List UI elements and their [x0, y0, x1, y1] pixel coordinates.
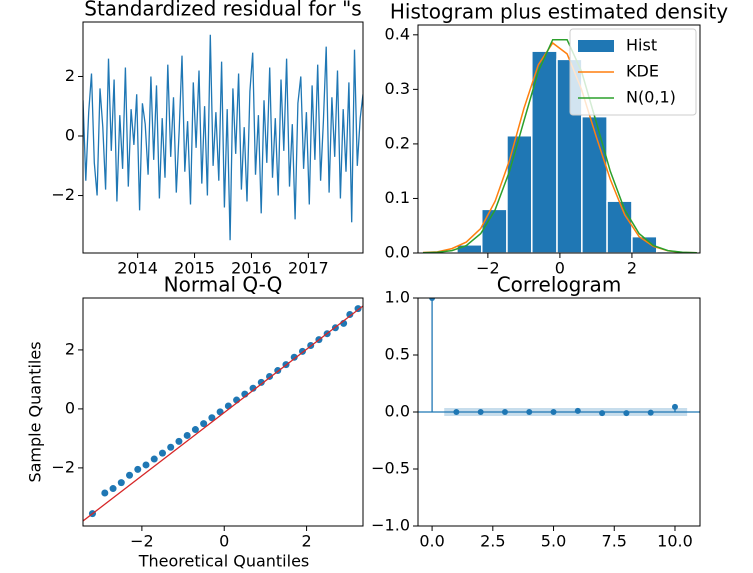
plot-area	[83, 34, 363, 241]
hist-bar	[531, 50, 558, 253]
acf-point	[453, 409, 460, 415]
x-tick-label: 2.5	[480, 532, 505, 551]
x-tick-label: 2016	[231, 259, 272, 278]
qq-point	[257, 378, 265, 386]
qq-point	[224, 402, 232, 410]
qq-point	[109, 485, 117, 493]
panel-title: Correlogram	[497, 273, 622, 297]
acf-point	[647, 409, 654, 416]
x-axis-label: Theoretical Quantiles	[138, 552, 310, 571]
qq-point	[117, 479, 125, 487]
plot-area	[418, 298, 700, 417]
qq-point	[208, 414, 216, 422]
y-tick-label: 1.0	[385, 288, 410, 307]
acf-point	[429, 298, 436, 301]
qq-point	[126, 471, 134, 479]
acf-point	[671, 403, 678, 410]
acf-point	[574, 407, 581, 414]
x-tick-label: 2014	[117, 259, 158, 278]
qq-point	[346, 311, 354, 319]
reference-line	[83, 305, 363, 522]
x-tick-label: 2	[301, 532, 311, 551]
qq-point	[191, 426, 199, 434]
hist-bar	[631, 235, 658, 253]
panel-title: Histogram plus estimated density	[390, 0, 728, 24]
hist-bar	[480, 208, 508, 253]
x-tick-label: 7.5	[602, 532, 627, 551]
y-tick-label: 0.2	[385, 133, 410, 152]
qq-point	[200, 420, 208, 428]
axes-frame	[82, 297, 364, 527]
density-line	[422, 38, 697, 253]
x-tick-label: 2	[627, 259, 637, 278]
acf-point	[623, 410, 630, 417]
y-tick-label: 0	[65, 126, 75, 145]
legend-swatch	[578, 40, 614, 52]
density-line	[422, 41, 697, 253]
qq-point	[266, 372, 274, 380]
y-tick-label: 0.4	[385, 24, 410, 43]
hist-bar	[456, 244, 483, 253]
x-tick-label: 2017	[288, 259, 329, 278]
x-tick-label: 2015	[174, 259, 215, 278]
qq-point	[249, 384, 257, 392]
qq-point	[134, 465, 142, 473]
y-tick-label: 0.3	[385, 79, 410, 98]
plot-area	[83, 305, 363, 522]
x-tick-label: 0.0	[419, 532, 444, 551]
acf-point	[477, 409, 484, 415]
y-tick-label: −2	[51, 185, 75, 204]
qq-point	[183, 431, 191, 439]
y-axis-label: Sample Quantiles	[26, 341, 45, 482]
y-tick-label: −2	[51, 457, 75, 476]
x-tick-label: 5.0	[541, 532, 566, 551]
y-tick-label: 0.0	[385, 243, 410, 262]
y-tick-label: −1.0	[371, 516, 410, 535]
y-tick-label: 0.1	[385, 188, 410, 207]
panel-title: Normal Q-Q	[164, 273, 283, 297]
x-tick-label: −2	[130, 532, 154, 551]
x-tick-label: 0	[555, 259, 565, 278]
axes-frame	[82, 21, 364, 254]
qq-point	[175, 437, 183, 445]
y-tick-label: 2	[65, 66, 75, 85]
qq-point	[101, 489, 109, 497]
qq-point	[150, 455, 158, 463]
acf-point	[599, 410, 606, 417]
y-tick-label: 0	[65, 398, 75, 417]
panel-title: Standardized residual for "s	[84, 0, 361, 21]
qq-point	[167, 443, 175, 451]
plot-area	[422, 38, 697, 253]
y-tick-label: 2	[65, 339, 75, 358]
y-tick-label: 0.0	[385, 402, 410, 421]
hist-bar	[606, 200, 633, 253]
qq-point	[158, 449, 166, 457]
qq-point	[290, 353, 298, 361]
y-tick-label: −0.5	[371, 459, 410, 478]
acf-point	[550, 409, 557, 415]
qq-point	[142, 461, 150, 469]
axes-frame	[417, 24, 701, 254]
x-tick-label: −2	[476, 259, 500, 278]
acf-point	[501, 409, 508, 415]
legend-label: N(0,1)	[626, 88, 676, 107]
y-tick-label: 0.5	[385, 345, 410, 364]
x-tick-label: 10.0	[657, 532, 693, 551]
residual-line	[83, 34, 363, 241]
acf-point	[526, 409, 533, 415]
legend-label: Hist	[626, 36, 657, 55]
x-tick-label: 0	[219, 532, 229, 551]
hist-bar	[581, 115, 608, 253]
legend-label: KDE	[626, 62, 659, 81]
